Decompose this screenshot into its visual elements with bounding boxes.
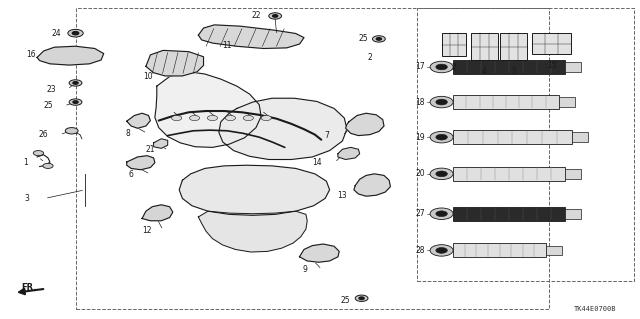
Text: 9: 9 — [303, 265, 308, 274]
Circle shape — [430, 131, 453, 143]
Text: 2: 2 — [451, 63, 456, 72]
Circle shape — [436, 171, 447, 177]
Text: 26: 26 — [38, 130, 49, 139]
Text: FR.: FR. — [22, 283, 37, 292]
Polygon shape — [179, 165, 330, 215]
Text: 22: 22 — [252, 11, 260, 20]
Text: 20: 20 — [415, 169, 425, 178]
Bar — [417, 8, 634, 281]
Circle shape — [73, 82, 78, 84]
Circle shape — [436, 211, 447, 217]
Polygon shape — [198, 25, 304, 48]
Text: 10: 10 — [143, 72, 154, 81]
Bar — [559, 97, 575, 107]
Circle shape — [436, 134, 447, 140]
Text: 19: 19 — [415, 133, 425, 142]
Circle shape — [33, 151, 44, 156]
Text: 4: 4 — [482, 67, 487, 76]
Bar — [453, 207, 565, 221]
Circle shape — [273, 15, 278, 17]
Circle shape — [430, 168, 453, 180]
Text: 11: 11 — [223, 41, 232, 50]
Bar — [471, 33, 498, 60]
Polygon shape — [37, 46, 104, 65]
Text: 16: 16 — [26, 50, 36, 59]
Polygon shape — [219, 98, 347, 160]
Bar — [453, 130, 572, 144]
Polygon shape — [300, 244, 339, 262]
Text: 24: 24 — [51, 29, 61, 38]
Text: 25: 25 — [43, 101, 53, 110]
Text: 21: 21 — [146, 145, 155, 154]
Circle shape — [261, 115, 271, 121]
Circle shape — [355, 295, 368, 301]
Bar — [500, 33, 527, 60]
Polygon shape — [338, 147, 360, 160]
Circle shape — [65, 128, 78, 134]
Text: 3: 3 — [24, 194, 29, 203]
Bar — [565, 169, 581, 179]
Polygon shape — [127, 113, 150, 128]
Circle shape — [225, 115, 236, 121]
Bar — [453, 243, 546, 257]
Polygon shape — [142, 205, 173, 221]
Circle shape — [43, 163, 53, 168]
Text: 8: 8 — [125, 129, 131, 138]
Text: 25: 25 — [358, 34, 369, 43]
Circle shape — [359, 297, 364, 300]
Bar — [453, 95, 559, 109]
Circle shape — [430, 96, 453, 108]
Bar — [532, 33, 571, 54]
Circle shape — [69, 80, 82, 86]
Bar — [546, 246, 562, 255]
Circle shape — [172, 115, 182, 121]
Polygon shape — [146, 50, 204, 76]
Polygon shape — [354, 174, 390, 196]
Text: 7: 7 — [324, 131, 329, 140]
Text: 15: 15 — [547, 61, 557, 70]
Polygon shape — [155, 72, 261, 147]
Circle shape — [207, 115, 218, 121]
Circle shape — [189, 115, 200, 121]
Bar — [76, 8, 549, 309]
Circle shape — [436, 64, 447, 70]
Text: 1: 1 — [23, 158, 28, 167]
Bar — [453, 167, 565, 181]
Polygon shape — [127, 156, 155, 170]
Text: 6: 6 — [129, 170, 134, 179]
Circle shape — [376, 38, 381, 40]
Text: 14: 14 — [312, 158, 322, 167]
Text: 5: 5 — [511, 67, 516, 76]
Text: 17: 17 — [415, 63, 425, 71]
Circle shape — [436, 99, 447, 105]
Circle shape — [72, 32, 79, 35]
Text: 28: 28 — [415, 246, 425, 255]
Circle shape — [430, 245, 453, 256]
Circle shape — [430, 208, 453, 219]
Bar — [565, 62, 581, 72]
Polygon shape — [154, 139, 168, 148]
Polygon shape — [198, 211, 307, 252]
Circle shape — [73, 101, 78, 103]
Text: 12: 12 — [143, 226, 152, 235]
Polygon shape — [346, 113, 384, 136]
Circle shape — [372, 36, 385, 42]
Text: 2: 2 — [367, 53, 372, 62]
Text: 27: 27 — [415, 209, 425, 218]
Bar — [572, 132, 588, 142]
Bar — [565, 209, 581, 219]
Circle shape — [269, 13, 282, 19]
Circle shape — [68, 29, 83, 37]
Circle shape — [436, 248, 447, 253]
Bar — [442, 33, 466, 56]
Text: 18: 18 — [415, 98, 425, 107]
Text: 23: 23 — [46, 85, 56, 94]
Circle shape — [430, 61, 453, 73]
Bar — [453, 60, 565, 74]
Text: 25: 25 — [340, 296, 351, 305]
Text: TK44E0700B: TK44E0700B — [574, 306, 616, 312]
Circle shape — [69, 99, 82, 105]
Text: 13: 13 — [337, 191, 348, 200]
Circle shape — [243, 115, 253, 121]
